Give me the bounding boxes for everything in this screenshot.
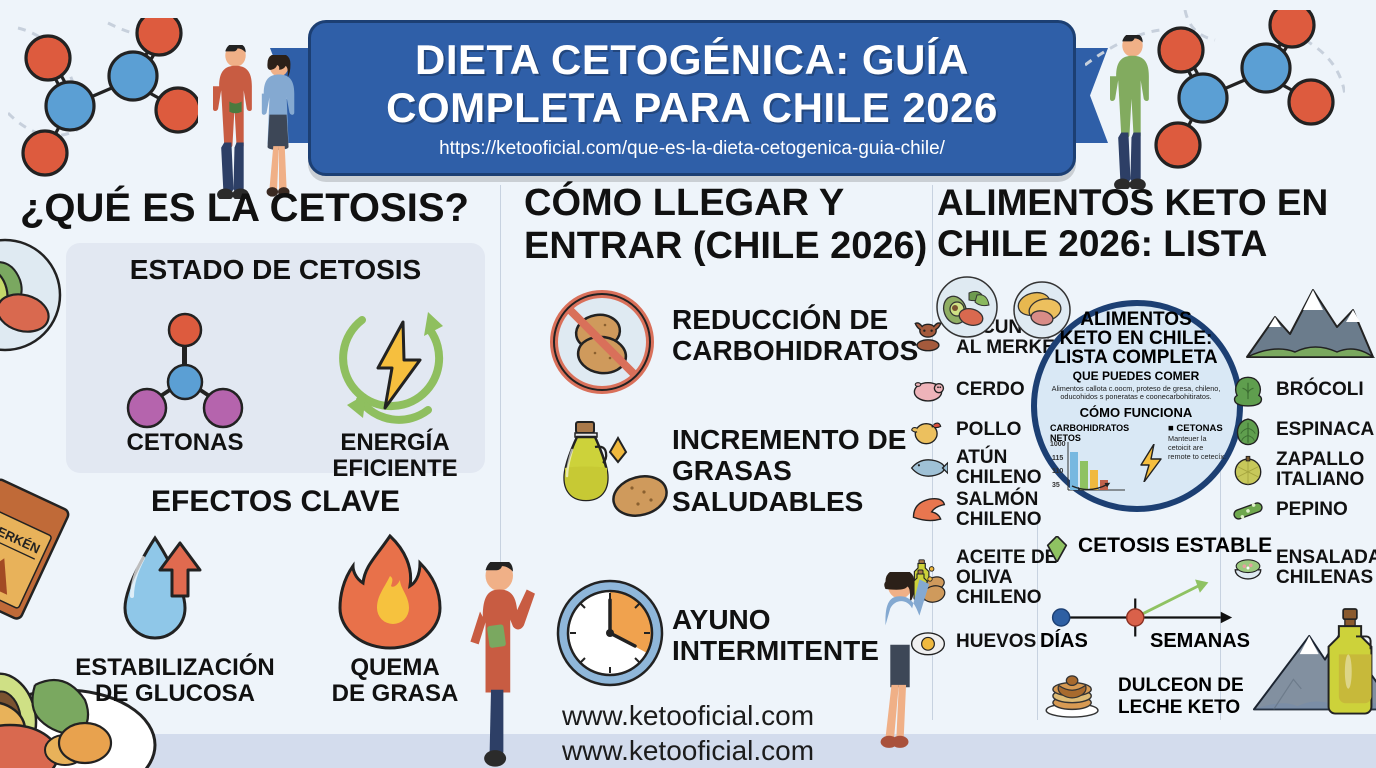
svg-text:115: 115 — [1052, 455, 1063, 462]
svg-text:35: 35 — [1052, 482, 1060, 489]
svg-text:110: 110 — [1052, 468, 1063, 475]
